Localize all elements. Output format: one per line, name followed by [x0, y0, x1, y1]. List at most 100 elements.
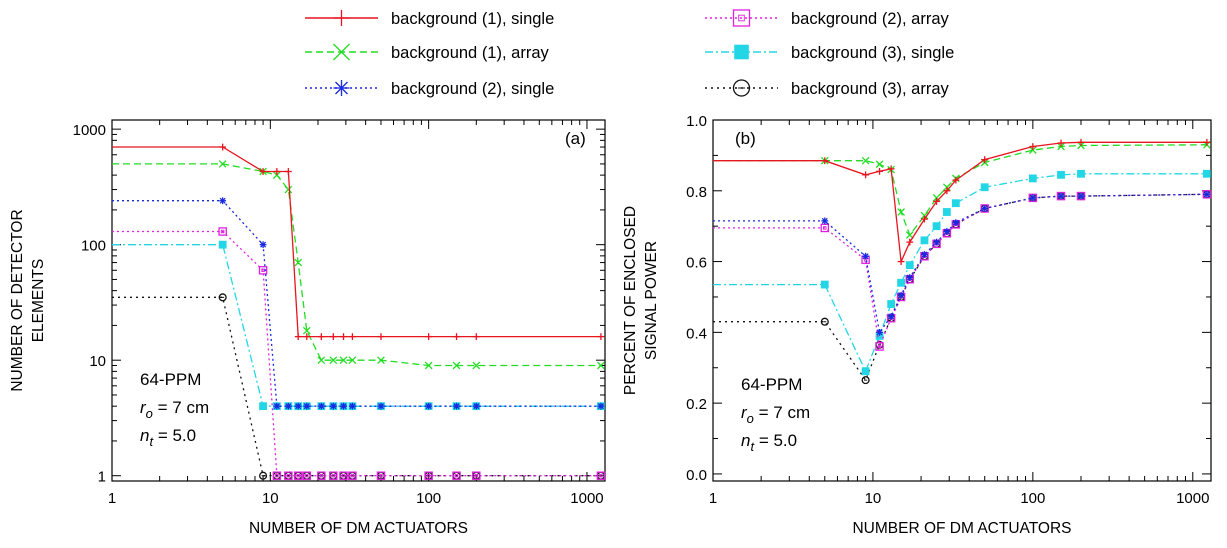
- data-point: [876, 167, 883, 175]
- data-point: [820, 280, 829, 289]
- data-point: [861, 367, 870, 376]
- y-tick-label: 1: [98, 469, 106, 486]
- data-point: [294, 333, 302, 341]
- legend-marker-star: [333, 80, 350, 96]
- annotation-line: 64-PPM: [140, 370, 201, 389]
- legend-label: background (2), array: [791, 10, 949, 28]
- data-point: [1203, 190, 1211, 198]
- x-tick-label: 1: [709, 490, 717, 507]
- data-point: [1077, 192, 1085, 200]
- series-line: [112, 296, 601, 477]
- data-point: [820, 317, 829, 326]
- data-point: [897, 278, 905, 287]
- legend-label: background (2), single: [391, 80, 554, 98]
- y-axis-label-a: NUMBER OF DETECTOR ELEMENTS: [9, 209, 47, 391]
- data-point: [259, 168, 267, 175]
- data-point: [821, 217, 829, 225]
- data-point: [218, 227, 227, 236]
- series-line: [112, 244, 601, 407]
- x-tick-label: 100: [1020, 490, 1045, 507]
- y-axis-label-line: NUMBER OF DETECTOR: [9, 209, 26, 391]
- legend-marker-x: [333, 43, 350, 61]
- data-point: [1029, 194, 1037, 202]
- data-point: [273, 402, 281, 410]
- series-line: [713, 193, 1207, 335]
- legend-item-background-2-single: background (2), single: [305, 80, 554, 98]
- data-point: [1077, 169, 1085, 178]
- series-line: [112, 163, 601, 367]
- data-point: [376, 471, 386, 480]
- x-axis-label-a: NUMBER OF DM ACTUATORS: [249, 520, 468, 537]
- series-background-2-array: [112, 227, 606, 480]
- legend-label: background (1), single: [391, 10, 554, 28]
- legend-item-background-2-array: background (2), array: [705, 9, 949, 28]
- data-point: [1028, 146, 1037, 154]
- series-background-3-single: [713, 169, 1211, 376]
- series-line: [112, 146, 601, 338]
- legend-marker-circle-open: [732, 79, 751, 97]
- data-point: [820, 223, 830, 233]
- data-point: [1028, 174, 1037, 183]
- legend-item-background-3-array: background (3), array: [705, 79, 949, 98]
- data-point: [1202, 169, 1211, 178]
- data-point: [294, 258, 303, 267]
- series-background-2-single: [112, 197, 605, 410]
- data-point: [317, 333, 325, 341]
- data-point: [875, 342, 884, 351]
- y-axis-label-line: PERCENT OF ENCLOSED: [622, 206, 639, 395]
- y-tick-label: 0.8: [686, 184, 707, 201]
- data-point: [921, 251, 928, 258]
- data-point: [472, 333, 480, 341]
- data-point: [1029, 143, 1037, 150]
- data-point: [876, 328, 883, 336]
- data-point: [933, 198, 940, 205]
- data-point: [339, 471, 348, 480]
- data-point: [329, 333, 337, 341]
- data-point: [317, 471, 326, 480]
- data-point: [258, 266, 268, 275]
- series-background-1-array: [112, 160, 605, 370]
- data-point: [597, 361, 605, 370]
- axes-ticks-a: 1 10 100 1000 1 10 100 1000: [73, 120, 605, 507]
- series-line: [713, 141, 1207, 265]
- data-point: [218, 240, 227, 249]
- data-point: [284, 168, 292, 175]
- data-point: [284, 185, 293, 194]
- data-point: [259, 241, 267, 249]
- data-point: [377, 402, 385, 410]
- x-tick-label: 100: [416, 490, 441, 507]
- y-tick-label: 0.6: [686, 255, 707, 272]
- panel-label-b: (b): [735, 129, 756, 148]
- data-point: [920, 236, 929, 245]
- data-point: [424, 471, 433, 480]
- data-point: [273, 171, 281, 179]
- legend-label: background (1), array: [391, 44, 549, 62]
- series-background-1-single: [713, 138, 1211, 265]
- data-point: [340, 402, 347, 410]
- data-point: [317, 356, 326, 365]
- data-point: [259, 471, 268, 480]
- panel-b: 1 10 100 1000 0.0 0.2 0.4 0.6 0.8 1.0 (b) 64-PPM r…: [622, 113, 1212, 537]
- legend: background (1), single background (1), ar…: [305, 9, 954, 98]
- data-point: [905, 261, 914, 270]
- y-axis-label-b: PERCENT OF ENCLOSED SIGNAL POWER: [622, 206, 660, 395]
- data-point: [452, 471, 461, 480]
- data-point: [920, 211, 929, 220]
- data-point: [302, 471, 312, 480]
- annotation-b: 64-PPM ro = 7 cm nt = 5.0: [741, 375, 810, 454]
- data-point: [273, 168, 281, 175]
- panel-label-a: (a): [565, 129, 586, 148]
- annotation-a: 64-PPM ro = 7 cm nt = 5.0: [140, 370, 209, 449]
- data-point: [862, 171, 870, 179]
- series-background-1-array: [713, 140, 1211, 239]
- data-point: [424, 361, 433, 370]
- data-point: [887, 313, 895, 320]
- data-point: [596, 471, 606, 480]
- data-point: [453, 402, 460, 410]
- data-point: [897, 258, 905, 265]
- data-point: [821, 157, 829, 165]
- data-point: [317, 402, 325, 410]
- data-point: [219, 197, 227, 205]
- legend-marker-plus: [333, 10, 350, 26]
